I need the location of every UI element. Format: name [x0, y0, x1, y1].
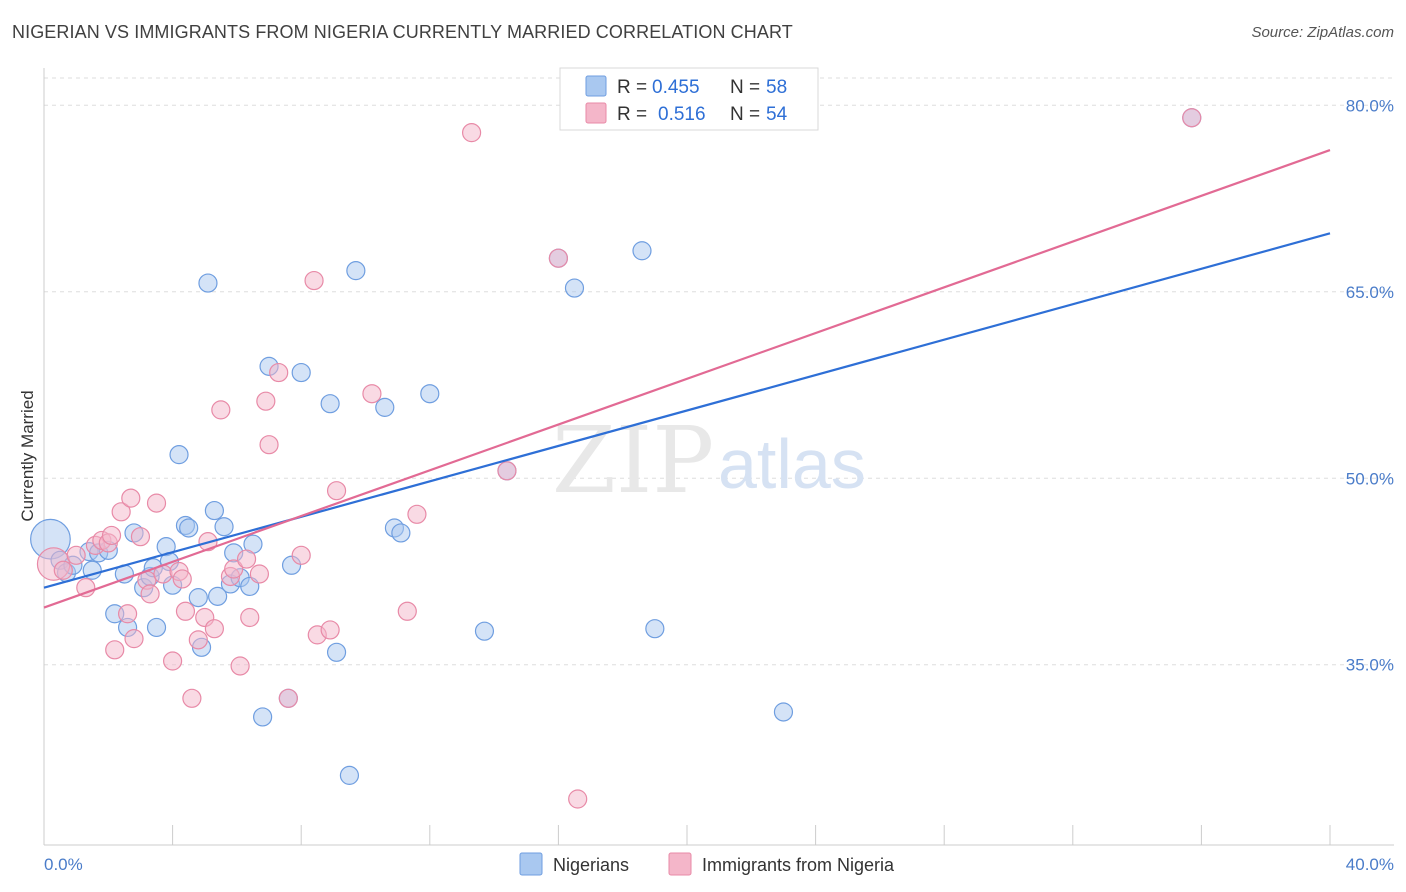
nigerians-point — [474, 621, 495, 641]
nigerians-point — [320, 394, 340, 414]
legend-swatch-immigrants — [585, 102, 607, 124]
immigrants-point — [175, 601, 196, 621]
legend-r-value-1: 0.455 — [652, 77, 700, 98]
immigrants-point — [53, 560, 73, 580]
immigrants-point — [236, 549, 257, 569]
immigrants-point — [101, 525, 122, 546]
nigerians-point — [253, 707, 273, 727]
nigerians-point — [214, 517, 234, 537]
nigerians-point — [188, 588, 208, 608]
nigerians-point — [773, 702, 794, 722]
legend-bottom: Nigerians Immigrants from Nigeria — [519, 852, 895, 876]
immigrants-point — [163, 651, 183, 671]
legend-bottom-swatch-nigerians — [519, 852, 543, 876]
nigerians-point — [632, 241, 652, 261]
nigerians-point — [375, 397, 395, 417]
immigrants-point — [461, 123, 482, 143]
immigrants-point — [320, 620, 340, 640]
nigerians-point — [169, 445, 189, 465]
immigrants-point — [240, 607, 260, 628]
immigrants-point — [362, 384, 382, 404]
nigerians-point — [564, 278, 585, 298]
legend-n-label-1: N = — [730, 77, 760, 98]
immigrants-point — [497, 461, 517, 481]
immigrants-trendline — [43, 149, 1331, 609]
immigrants-point — [407, 504, 427, 524]
immigrants-point — [304, 270, 324, 291]
immigrants-point — [259, 435, 279, 455]
y-tick-label-65: 65.0% — [1346, 283, 1394, 302]
nigerians-point — [326, 642, 347, 662]
axes — [43, 68, 1394, 846]
immigrants-point — [117, 604, 138, 624]
y-tick-labels: 35.0% 50.0% 65.0% 80.0% — [1346, 96, 1394, 674]
legend-n-value-2: 54 — [766, 104, 788, 125]
nigerians-point — [420, 384, 440, 404]
immigrants-point — [182, 688, 202, 708]
y-tick-label-80: 80.0% — [1346, 96, 1394, 115]
immigrants-point — [291, 545, 311, 565]
legend-bottom-label-immigrants: Immigrants from Nigeria — [702, 855, 895, 875]
immigrants-point — [256, 391, 276, 411]
immigrants-point — [278, 688, 298, 708]
legend-bottom-swatch-immigrants — [668, 852, 692, 876]
immigrants-point — [224, 559, 244, 579]
immigrants-point — [568, 789, 588, 809]
immigrants-point — [66, 545, 86, 565]
immigrants-point — [124, 629, 144, 649]
immigrants-point — [105, 640, 125, 660]
immigrants-point — [249, 564, 270, 584]
legend-r-label-1: R = — [617, 77, 647, 98]
watermark: ZIP atlas — [552, 407, 866, 514]
immigrants-point — [130, 527, 151, 547]
legend-swatch-nigerians — [585, 75, 607, 97]
immigrants-point — [1182, 108, 1202, 128]
immigrants-point — [211, 400, 231, 420]
nigerians-point — [204, 500, 224, 521]
nigerians-point — [208, 586, 228, 606]
y-axis-label: Currently Married — [18, 390, 37, 521]
legend-bottom-label-nigerians: Nigerians — [553, 855, 629, 875]
y-tick-label-35: 35.0% — [1346, 656, 1394, 675]
x-tick-marks — [43, 825, 1331, 845]
legend-n-label-2: N = — [730, 104, 760, 125]
immigrants-point — [269, 362, 289, 383]
immigrants-point — [146, 493, 167, 513]
immigrants-point — [121, 488, 141, 508]
immigrants-point — [172, 569, 192, 589]
immigrants-point — [140, 584, 160, 604]
immigrants-point — [230, 656, 250, 676]
nigerians-trendline — [43, 232, 1331, 589]
legend-r-value-2: 0.516 — [658, 104, 706, 125]
legend-r-label-2: R = — [617, 104, 647, 125]
legend-n-value-1: 58 — [766, 77, 787, 98]
immigrants-point — [548, 248, 569, 268]
x-tick-label-min: 0.0% — [44, 855, 83, 874]
chart-title: NIGERIAN VS IMMIGRANTS FROM NIGERIA CURR… — [12, 22, 793, 42]
legend-top: R = 0.455 N = 58 R = 0.516 N = 54 — [559, 67, 819, 131]
nigerians-point — [146, 617, 167, 638]
nigerians-point — [339, 765, 360, 785]
y-tick-label-50: 50.0% — [1346, 469, 1394, 488]
watermark-atlas: atlas — [718, 425, 866, 503]
immigrants-point — [397, 601, 417, 621]
watermark-zip: ZIP — [552, 407, 714, 514]
x-tick-label-max: 40.0% — [1346, 855, 1394, 874]
nigerians-point — [645, 619, 665, 639]
immigrants-point — [188, 630, 208, 650]
source-label: Source: ZipAtlas.com — [1251, 24, 1394, 41]
nigerians-point — [198, 273, 218, 293]
immigrants-point — [111, 502, 131, 522]
immigrants-point — [204, 619, 224, 639]
trendlines — [43, 149, 1331, 609]
nigerians-point — [346, 261, 366, 281]
nigerians-point — [179, 518, 199, 538]
nigerians-point — [391, 523, 411, 543]
nigerians-point — [291, 362, 311, 383]
immigrants-points — [36, 108, 1202, 809]
immigrants-point — [326, 481, 347, 501]
